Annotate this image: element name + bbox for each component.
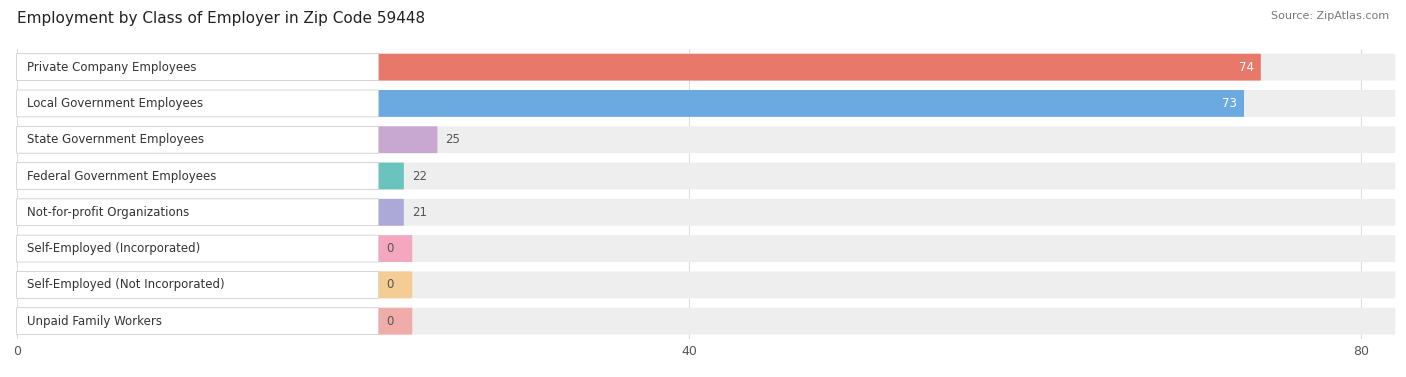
Text: Not-for-profit Organizations: Not-for-profit Organizations [27,206,190,219]
Text: 74: 74 [1239,61,1254,74]
FancyBboxPatch shape [17,126,378,153]
Text: Employment by Class of Employer in Zip Code 59448: Employment by Class of Employer in Zip C… [17,11,425,26]
FancyBboxPatch shape [17,271,378,298]
Text: Local Government Employees: Local Government Employees [27,97,202,110]
FancyBboxPatch shape [17,54,1395,81]
FancyBboxPatch shape [17,199,378,226]
FancyBboxPatch shape [17,162,378,189]
FancyBboxPatch shape [17,90,1395,117]
Text: State Government Employees: State Government Employees [27,133,204,146]
FancyBboxPatch shape [17,271,1395,298]
FancyBboxPatch shape [17,126,1395,153]
FancyBboxPatch shape [17,162,404,189]
FancyBboxPatch shape [17,235,1395,262]
Text: 22: 22 [412,170,427,182]
Text: 73: 73 [1222,97,1237,110]
Text: Self-Employed (Incorporated): Self-Employed (Incorporated) [27,242,200,255]
FancyBboxPatch shape [17,235,412,262]
Text: 0: 0 [387,278,394,291]
Text: 25: 25 [446,133,460,146]
FancyBboxPatch shape [17,54,378,81]
Text: Unpaid Family Workers: Unpaid Family Workers [27,315,162,328]
FancyBboxPatch shape [17,199,1395,226]
FancyBboxPatch shape [17,126,437,153]
FancyBboxPatch shape [17,308,1395,334]
FancyBboxPatch shape [17,308,378,334]
Text: Federal Government Employees: Federal Government Employees [27,170,217,182]
Text: Source: ZipAtlas.com: Source: ZipAtlas.com [1271,11,1389,21]
FancyBboxPatch shape [17,308,412,334]
FancyBboxPatch shape [17,199,404,226]
FancyBboxPatch shape [17,271,412,298]
FancyBboxPatch shape [17,54,1261,81]
Text: Private Company Employees: Private Company Employees [27,61,197,74]
Text: 0: 0 [387,315,394,328]
Text: Self-Employed (Not Incorporated): Self-Employed (Not Incorporated) [27,278,225,291]
Text: 0: 0 [387,242,394,255]
Text: 21: 21 [412,206,427,219]
FancyBboxPatch shape [17,90,378,117]
FancyBboxPatch shape [17,235,378,262]
FancyBboxPatch shape [17,90,1244,117]
FancyBboxPatch shape [17,162,1395,189]
